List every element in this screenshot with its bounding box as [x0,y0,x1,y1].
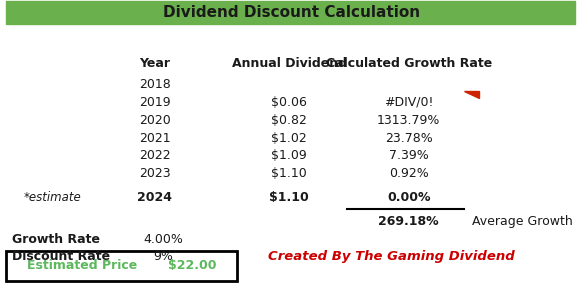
Text: 0.92%: 0.92% [389,167,429,180]
Text: $0.06: $0.06 [271,96,307,109]
Text: #DIV/0!: #DIV/0! [384,96,433,109]
Text: 2018: 2018 [139,78,171,91]
Text: Dividend Discount Calculation: Dividend Discount Calculation [164,5,420,20]
Text: Year: Year [139,57,171,70]
Text: 4.00%: 4.00% [144,233,183,246]
Text: Created By The Gaming Dividend: Created By The Gaming Dividend [268,249,515,263]
Text: 1313.79%: 1313.79% [377,114,440,127]
Text: 7.39%: 7.39% [389,149,429,162]
Text: 9%: 9% [154,249,173,263]
Text: $22.00: $22.00 [168,259,217,272]
Text: Calculated Growth Rate: Calculated Growth Rate [326,57,492,70]
Text: Estimated Price: Estimated Price [27,259,137,272]
Text: 2021: 2021 [139,132,171,145]
Text: 0.00%: 0.00% [387,191,430,204]
FancyBboxPatch shape [6,251,237,281]
Text: $1.09: $1.09 [271,149,307,162]
Text: *estimate: *estimate [24,191,82,204]
Text: 2023: 2023 [139,167,171,180]
Text: $1.10: $1.10 [269,191,309,204]
Text: $1.02: $1.02 [271,132,307,145]
Text: Average Growth: Average Growth [472,215,573,228]
FancyBboxPatch shape [6,1,575,24]
Text: 2024: 2024 [137,191,172,204]
Polygon shape [464,91,479,98]
Text: Discount Rate: Discount Rate [12,249,110,263]
Text: $0.82: $0.82 [271,114,307,127]
Text: Growth Rate: Growth Rate [12,233,100,246]
Text: Annual Dividend: Annual Dividend [232,57,346,70]
Text: 269.18%: 269.18% [378,215,439,228]
Text: 2022: 2022 [139,149,171,162]
Text: 23.78%: 23.78% [385,132,433,145]
Text: 2020: 2020 [139,114,171,127]
Text: 2019: 2019 [139,96,171,109]
Text: $1.10: $1.10 [271,167,307,180]
